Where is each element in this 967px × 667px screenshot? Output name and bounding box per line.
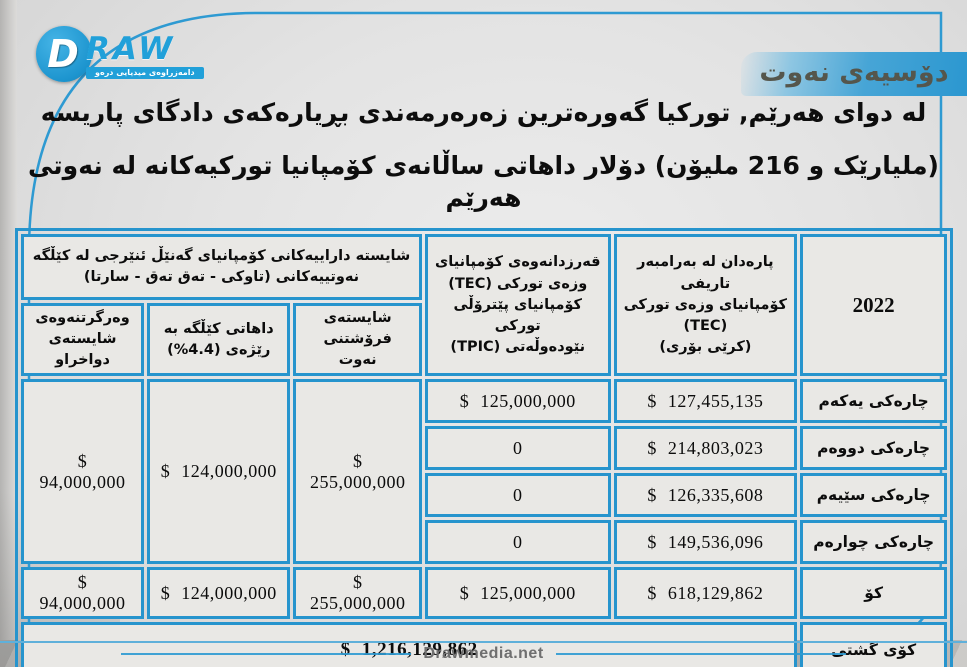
- tpic-total-cell: $ 125,000,000: [425, 567, 611, 620]
- tec-value-cell: $ 127,455,135: [613, 379, 798, 424]
- quarter-label-cell: چارەکی سێیەم: [800, 473, 947, 518]
- footer: Drawmedia.net: [0, 640, 967, 667]
- footer-left-rule: [121, 652, 412, 655]
- table-row-q1: چارەکی یەکەم $ 127,455,135 $ 125,000,000…: [21, 379, 947, 565]
- header-oil-sale-entitlement: شایستەی فرۆشتنی نەوت: [293, 303, 423, 377]
- quarter-label-cell: چارەکی دووەم: [800, 426, 947, 471]
- total-label-cell: کۆ: [800, 567, 947, 620]
- header-tec-payments: پارەدان له بەرامبەر تاریفی کۆمپانیای وزە…: [613, 234, 798, 377]
- topic-banner: دۆسیەی نەوت: [741, 52, 967, 96]
- header-tpic-loans: قەرزدانەوەی کۆمپانیای وزەی تورکی (TEC) ک…: [425, 234, 611, 377]
- revenue-table: 2022 پارەدان له بەرامبەر تاریفی کۆمپانیا…: [15, 228, 953, 667]
- tpic-value-cell: 0: [425, 426, 611, 471]
- sale-total-cell: $ 255,000,000: [293, 567, 423, 620]
- header-field-income: داهاتی کێڵگه به رێژەی (4.4%): [147, 303, 291, 377]
- tec-value-cell: $ 214,803,023: [613, 426, 798, 471]
- logo-wordmark: RAW: [86, 31, 176, 67]
- logo-letter-d: D: [47, 32, 79, 76]
- left-edge-texture: [0, 0, 17, 667]
- footer-right-rule: [555, 652, 846, 655]
- tpic-value-cell: 0: [425, 473, 611, 518]
- website-label: Drawmedia.net: [423, 644, 544, 662]
- tec-total-cell: $ 618,129,862: [613, 567, 798, 620]
- table-row-total: کۆ $ 618,129,862 $ 125,000,000 $ 255,000…: [21, 567, 947, 620]
- logo-tagline: دامەزراوەی میدیایی درەو: [86, 67, 204, 79]
- header-year: 2022: [800, 234, 947, 377]
- draw-logo-icon: D: [36, 26, 92, 82]
- table-header-row-1: 2022 پارەدان له بەرامبەر تاریفی کۆمپانیا…: [21, 234, 947, 377]
- deferred-total-cell: $ 94,000,000: [21, 567, 145, 620]
- header-deferred-entitlement: وەرگرتنەوەی شایستەی دواخراو: [21, 303, 145, 377]
- draw-logo: D RAW دامەزراوەی میدیایی درەو: [36, 26, 204, 82]
- topic-banner-title: دۆسیەی نەوت: [759, 57, 949, 88]
- sale-merged-cell: $ 255,000,000: [293, 379, 423, 565]
- tpic-value-cell: 0: [425, 520, 611, 565]
- field-merged-cell: $ 124,000,000: [147, 379, 291, 565]
- headline-line-2: (ملیارێک و 216 ملیۆن) دۆلار داهاتی ساڵان…: [28, 151, 939, 212]
- tec-value-cell: $ 126,335,608: [613, 473, 798, 518]
- field-total-cell: $ 124,000,000: [147, 567, 291, 620]
- headline-line-1: له دوای هەرێم, تورکیا گەورەترین زەرەرمەن…: [40, 98, 927, 127]
- revenue-table-wrap: 2022 پارەدان له بەرامبەر تاریفی کۆمپانیا…: [15, 228, 953, 667]
- headline: له دوای هەرێم, تورکیا گەورەترین زەرەرمەن…: [24, 97, 943, 213]
- tpic-value-cell: $ 125,000,000: [425, 379, 611, 424]
- deferred-merged-cell: $ 94,000,000: [21, 379, 145, 565]
- quarter-label-cell: چارەکی یەکەم: [800, 379, 947, 424]
- tec-value-cell: $ 149,536,096: [613, 520, 798, 565]
- quarter-label-cell: چارەکی چوارەم: [800, 520, 947, 565]
- header-genel-group: شایسته داراییەکانی کۆمپانیای گەنێڵ ئنێرج…: [21, 234, 423, 300]
